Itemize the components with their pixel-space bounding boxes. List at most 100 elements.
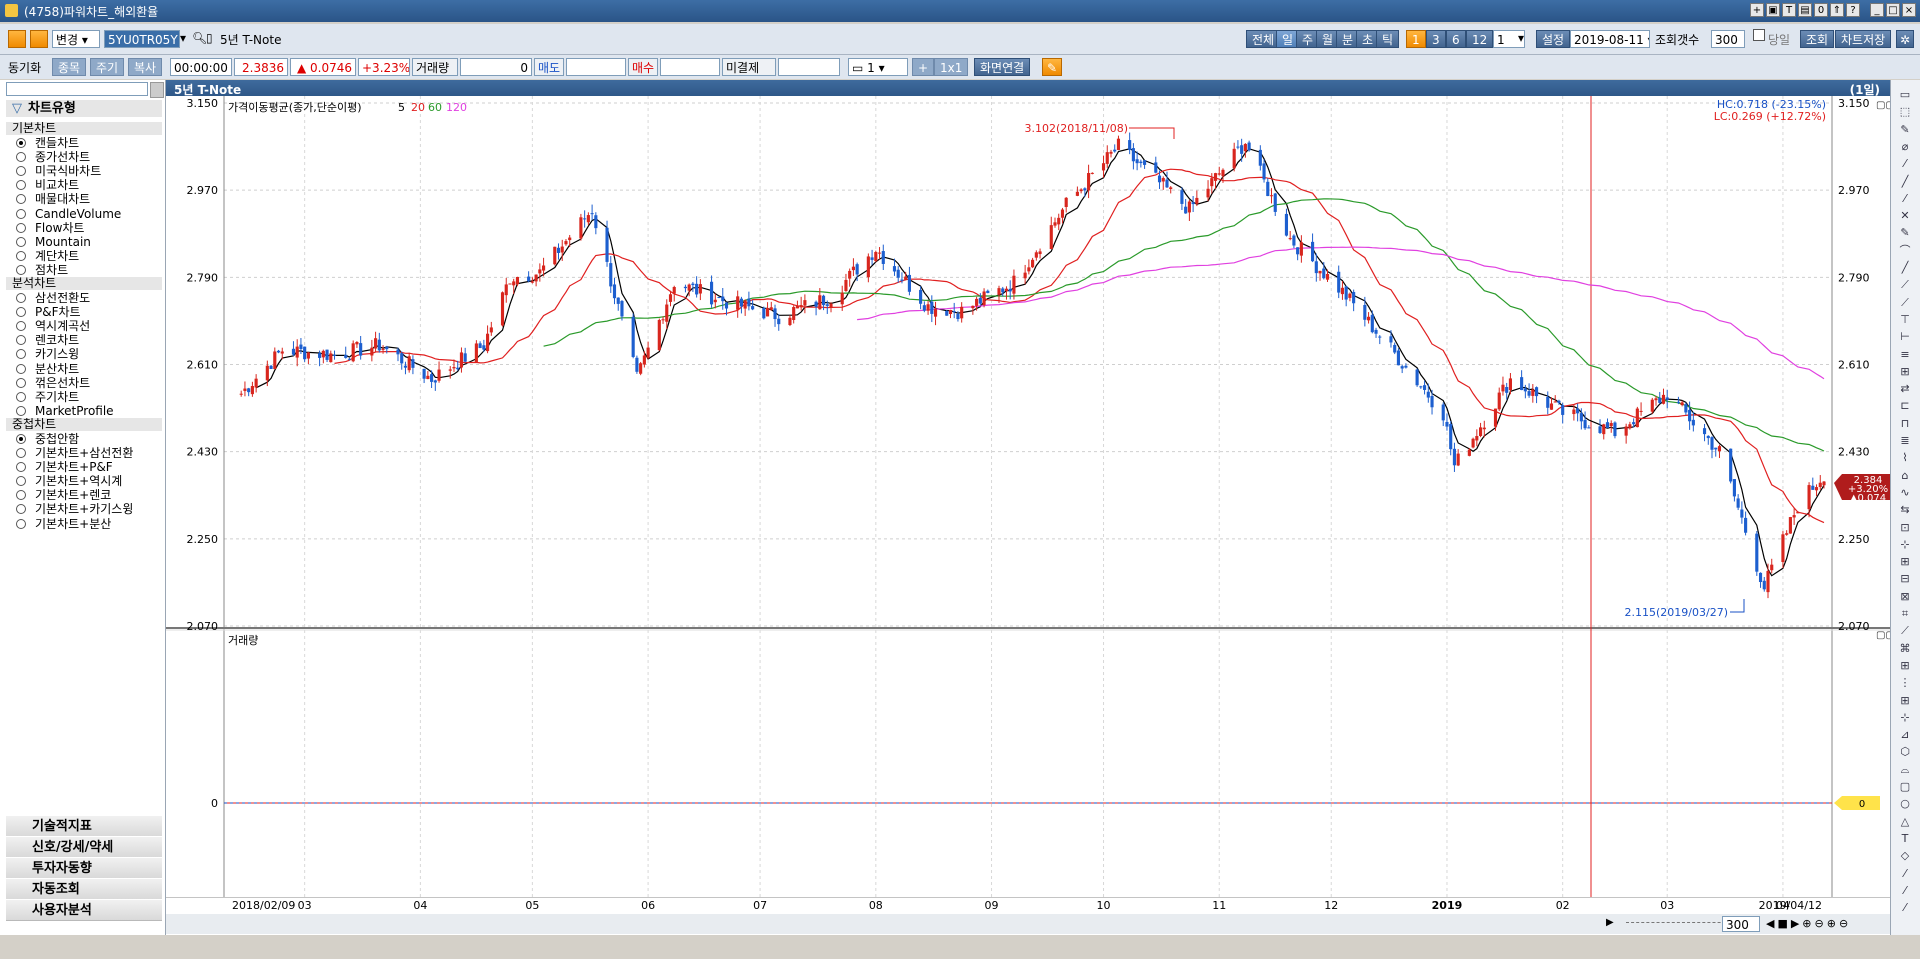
radio-icon[interactable] [16, 518, 26, 529]
count-button-2[interactable]: 6 [1446, 30, 1466, 48]
drawing-tool-icon[interactable]: ⊹ [1900, 710, 1910, 724]
zoom-controls[interactable]: ◀■▶⊕⊖⊕⊖ [1766, 917, 1852, 930]
count-button-0[interactable]: 1 [1406, 30, 1426, 48]
chart-type-option[interactable]: 카기스윙 [16, 347, 79, 361]
radio-icon[interactable] [16, 490, 26, 501]
drawing-tool-icon[interactable]: ⊞ [1900, 658, 1910, 672]
drawing-tool-icon[interactable]: ≡ [1900, 347, 1910, 361]
drawing-tool-icon[interactable]: ⊏ [1900, 399, 1910, 413]
sidebar-tab-1[interactable]: 신호/강세/약세 [6, 836, 162, 858]
split-select[interactable]: ▭ 1 ▾ [848, 58, 908, 76]
chart-type-option[interactable]: 꺾은선차트 [16, 376, 90, 390]
drawing-tool-icon[interactable]: ⟋ [1901, 295, 1909, 309]
tab-period[interactable]: 주기 [90, 58, 125, 76]
chart-type-option[interactable]: 렌코차트 [16, 333, 79, 347]
radio-icon[interactable] [16, 166, 26, 177]
drawing-tool-icon[interactable]: ▭ [1899, 88, 1911, 101]
drawing-tool-icon[interactable]: ⋮ [1899, 676, 1911, 690]
pen-icon[interactable]: ✎ [1042, 58, 1062, 76]
chart-type-option[interactable]: 계단차트 [16, 249, 79, 263]
chart-type-option[interactable]: 기본차트+렌코 [16, 488, 111, 502]
drawing-tool-icon[interactable]: ⟋ [1901, 278, 1909, 292]
drawing-tool-icon[interactable]: ▢ [1899, 780, 1911, 793]
chart-type-option[interactable]: 역시계곡선 [16, 319, 90, 333]
radio-icon[interactable] [16, 250, 26, 261]
drawing-tool-icon[interactable]: ⊠ [1900, 589, 1910, 603]
drawing-tool-icon[interactable]: ⊿ [1900, 728, 1910, 742]
sidebar-tab-0[interactable]: 기술적지표 [6, 815, 162, 837]
interval-dropdown-icon[interactable]: ▾ [1518, 31, 1525, 45]
radio-icon[interactable] [16, 293, 26, 303]
drawing-tool-icon[interactable]: ⊞ [1900, 693, 1910, 707]
radio-icon[interactable] [16, 194, 26, 205]
add-split-button[interactable]: + [912, 58, 935, 76]
save-chart-button[interactable]: 차트저장 [1835, 30, 1892, 48]
chart-type-option[interactable]: CandleVolume [16, 207, 121, 221]
drawing-tool-icon[interactable]: ⟋ [1901, 624, 1909, 638]
chart-type-option[interactable]: 중첩안함 [16, 432, 79, 446]
change-dropdown[interactable]: 변경 ▾ [52, 30, 100, 48]
drawing-tool-icon[interactable]: ⇆ [1900, 503, 1910, 517]
drawing-tool-icon[interactable]: ≣ [1900, 434, 1910, 447]
drawing-tool-icon[interactable]: ⊞ [1900, 364, 1910, 378]
radio-icon[interactable] [16, 335, 26, 346]
chart-type-option[interactable]: 미국식바차트 [16, 164, 101, 178]
count-button-1[interactable]: 3 [1426, 30, 1446, 48]
gear-icon[interactable]: ✲ [1896, 30, 1914, 48]
drawing-tool-icon[interactable]: ⇄ [1900, 382, 1910, 396]
query-count-input[interactable]: 300 [1711, 30, 1745, 48]
radio-icon[interactable] [16, 363, 26, 374]
drawing-tool-icon[interactable]: ⌂ [1901, 468, 1909, 482]
chart-type-option[interactable]: Flow차트 [16, 221, 84, 235]
minimize-icon[interactable]: _ [1870, 3, 1884, 17]
toolbar-toggle-icon[interactable] [30, 30, 48, 48]
scroll-right-icon[interactable]: ▶ [1606, 917, 1614, 928]
chart-type-option[interactable]: 삼선전환도 [16, 291, 90, 305]
screen-link-button[interactable]: 화면연결 [974, 58, 1031, 76]
chart-type-option[interactable]: 기본차트+삼선전환 [16, 446, 133, 460]
drawing-tool-icon[interactable]: ╱ [1901, 174, 1909, 188]
drawing-tool-icon[interactable]: ⁄ [1904, 157, 1906, 171]
zero-icon[interactable]: 0 [1814, 3, 1828, 17]
chart-type-option[interactable]: 점차트 [16, 263, 68, 277]
radio-icon[interactable] [16, 349, 26, 360]
drawing-tool-icon[interactable]: ⊹ [1900, 537, 1910, 551]
drawing-tool-icon[interactable]: ⌇ [1902, 451, 1908, 465]
chart-type-option[interactable]: 캔들차트 [16, 136, 79, 150]
panel-control-icons[interactable]: ▢▢✕ [1876, 100, 1890, 111]
drawing-tool-icon[interactable]: ⊤ [1900, 312, 1910, 326]
drawing-tool-icon[interactable]: ✕ [1900, 209, 1910, 223]
radio-icon[interactable] [16, 208, 26, 219]
search-icon[interactable]: 🔍︎ [192, 31, 208, 45]
drawing-tool-icon[interactable]: ∿ [1900, 485, 1910, 499]
layout-button[interactable]: 1x1 [934, 58, 969, 76]
chart-type-option[interactable]: 분산차트 [16, 362, 79, 376]
chart-type-option[interactable]: 기본차트+카기스윙 [16, 502, 133, 516]
drawing-tool-icon[interactable]: ⌗ [1901, 607, 1909, 620]
drawing-tool-icon[interactable]: ⊟ [1900, 572, 1910, 586]
chart-type-option[interactable]: 매물대차트 [16, 192, 90, 206]
sidebar-tab-3[interactable]: 자동조회 [6, 878, 162, 900]
chart-type-option[interactable]: 비교차트 [16, 178, 79, 192]
radio-icon[interactable] [16, 448, 26, 458]
period-button-0[interactable]: 전체 [1246, 30, 1281, 48]
chart-type-option[interactable]: Mountain [16, 235, 91, 249]
period-button-3[interactable]: 월 [1316, 30, 1340, 48]
count-button-3[interactable]: 12 [1466, 30, 1494, 48]
drawing-tool-icon[interactable]: ✎ [1900, 226, 1910, 240]
drawing-tool-icon[interactable]: ⬡ [1900, 745, 1910, 759]
drawing-tool-icon[interactable]: ○ [1900, 797, 1910, 811]
symbol-dropdown-icon[interactable]: ▾ [180, 31, 187, 45]
chart-type-option[interactable]: 기본차트+역시계 [16, 474, 122, 488]
drawing-tool-icon[interactable]: ⌀ [1901, 139, 1909, 153]
chart-scrollbar[interactable]: ▶ 300 ◀■▶⊕⊖⊕⊖ [166, 914, 1890, 934]
radio-icon[interactable] [16, 307, 26, 318]
chart-type-option[interactable]: P&F차트 [16, 305, 81, 319]
interval-select[interactable]: 1 [1493, 30, 1525, 48]
scroll-track[interactable] [1626, 922, 1746, 927]
settings-button[interactable]: 설정 [1536, 30, 1571, 48]
favorite-icon[interactable]: ▯ [206, 31, 213, 45]
chart-type-option[interactable]: MarketProfile [16, 404, 114, 418]
query-button[interactable]: 조회 [1800, 30, 1835, 48]
drawing-tool-icon[interactable]: ⁄ [1904, 901, 1906, 915]
